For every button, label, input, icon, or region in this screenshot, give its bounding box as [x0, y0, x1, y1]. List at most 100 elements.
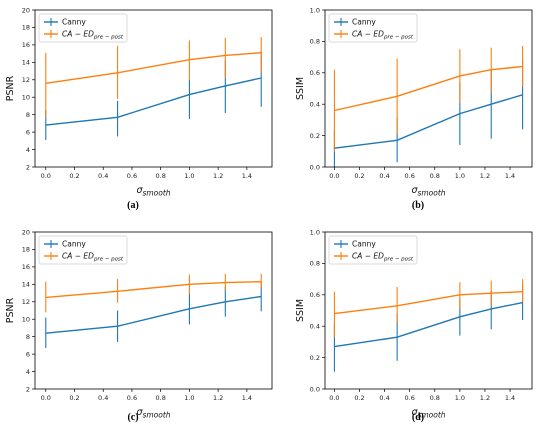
chart-panel-a: 2 4 6 8 10 12 14 16 18 20 0.0 0.2 0.4 0.6 0.8 1.0 1.2 1.4…: [5, 6, 273, 211]
y-tick-label: 8: [26, 111, 30, 119]
legend-box: [38, 235, 128, 265]
y-tick-label: 0.6: [310, 291, 320, 299]
plot-frame: [324, 9, 533, 168]
y-tick-label: 2: [26, 385, 30, 393]
x-tick-label: 0.8: [430, 394, 440, 402]
x-tick-label: 0.8: [156, 394, 166, 402]
legend-label-ca-ed: CA − EDpre − post: [62, 252, 124, 263]
y-tick-label: 14: [22, 59, 30, 67]
x-tick-label: 0.2: [69, 394, 79, 402]
y-tick-label: 0.4: [310, 323, 320, 331]
y-tick-label: 6: [26, 128, 30, 136]
y-tick-label: 4: [26, 368, 30, 376]
x-tick-label: 0.4: [98, 394, 108, 402]
legend-label-canny: Canny: [62, 18, 86, 27]
y-axis-label: SSIM: [295, 299, 306, 322]
legend-label-canny: Canny: [352, 240, 376, 249]
series-line-canny: [334, 301, 523, 348]
y-tick-label: 0.4: [310, 101, 320, 109]
x-tick-label: 0.4: [98, 172, 108, 180]
x-tick-label: 0.6: [127, 172, 137, 180]
y-tick-label: 18: [22, 24, 30, 32]
x-tick-label: 1.4: [505, 172, 515, 180]
x-tick-label: 0.2: [69, 172, 79, 180]
y-tick-label: 4: [26, 146, 30, 154]
x-tick-label: 0.0: [41, 172, 51, 180]
subfigure-caption: (b): [412, 200, 424, 211]
series-line-canny: [334, 94, 523, 149]
x-tick-label: 1.4: [242, 394, 252, 402]
x-tick-label: 0.2: [354, 172, 364, 180]
legend-box: [328, 13, 418, 43]
plot-frame: [34, 231, 273, 390]
subfigure-caption: (a): [127, 200, 139, 211]
series-line-ca-ed: [45, 281, 262, 299]
chart-panel-c: 2 4 6 8 10 12 14 16 18 20 0.0 0.2 0.4 0.6 0.8 1.0 1.2 1.4…: [5, 228, 273, 423]
x-tick-label: 0.8: [430, 172, 440, 180]
x-tick-label: 0.6: [405, 394, 415, 402]
y-tick-label: 0.2: [310, 132, 320, 140]
y-tick-label: 14: [22, 281, 30, 289]
chart-panel-b: 0.0 0.2 0.4 0.6 0.8 1.0 0.0 0.2 0.4 0.6 0.8 1.0 1.2 1…: [295, 6, 533, 211]
y-tick-label: 20: [22, 6, 30, 14]
y-tick-label: 2: [26, 163, 30, 171]
y-tick-label: 10: [22, 316, 30, 324]
legend-box: [38, 13, 128, 43]
x-tick-label: 0.0: [41, 394, 51, 402]
x-tick-label: 1.2: [213, 394, 223, 402]
plot-frame: [324, 231, 533, 390]
y-tick-label: 0.0: [310, 385, 320, 393]
series-line-canny: [45, 295, 262, 334]
y-tick-label: 18: [22, 246, 30, 254]
legend-label-canny: Canny: [62, 240, 86, 249]
series-line-canny: [45, 77, 262, 126]
chart-panel-d: 0.0 0.2 0.4 0.6 0.8 1.0 0.0 0.2 0.4 0.6 0.8 1.0 1.2 1…: [295, 228, 533, 423]
legend-box: [328, 235, 418, 265]
x-tick-label: 1.4: [505, 394, 515, 402]
x-tick-label: 0.6: [127, 394, 137, 402]
y-tick-label: 1.0: [310, 6, 320, 14]
y-tick-label: 12: [22, 298, 30, 306]
x-tick-label: 1.0: [184, 394, 194, 402]
legend-label-ca-ed: CA − EDpre − post: [352, 252, 414, 263]
series-line-ca-ed: [334, 65, 523, 112]
subfigure-caption: (d): [412, 412, 424, 423]
series-line-ca-ed: [334, 291, 523, 315]
x-axis-label: σsmooth: [136, 185, 170, 198]
x-tick-label: 1.2: [213, 172, 223, 180]
y-axis-label: PSNR: [5, 297, 16, 323]
x-tick-label: 0.8: [156, 172, 166, 180]
y-tick-label: 0.0: [310, 163, 320, 171]
x-tick-label: 1.2: [480, 172, 490, 180]
series-line-ca-ed: [45, 52, 262, 84]
y-axis-label: PSNR: [5, 75, 16, 101]
y-tick-label: 0.8: [310, 38, 320, 46]
legend-label-canny: Canny: [352, 18, 376, 27]
y-axis-label: SSIM: [295, 77, 306, 100]
y-tick-label: 0.6: [310, 69, 320, 77]
x-tick-label: 0.6: [405, 172, 415, 180]
legend-label-ca-ed: CA − EDpre − post: [352, 30, 414, 41]
y-tick-label: 12: [22, 76, 30, 84]
y-tick-label: 10: [22, 94, 30, 102]
y-tick-label: 0.8: [310, 260, 320, 268]
x-tick-label: 0.4: [379, 172, 389, 180]
x-axis-label: σsmooth: [411, 407, 445, 420]
x-tick-label: 0.2: [354, 394, 364, 402]
x-axis-label: σsmooth: [411, 185, 445, 198]
x-tick-label: 1.4: [242, 172, 252, 180]
y-tick-label: 16: [22, 263, 30, 271]
y-tick-label: 8: [26, 333, 30, 341]
x-tick-label: 1.2: [480, 394, 490, 402]
x-tick-label: 0.0: [329, 172, 339, 180]
x-tick-label: 0.0: [329, 394, 339, 402]
y-tick-label: 20: [22, 228, 30, 236]
y-tick-label: 0.2: [310, 354, 320, 362]
x-tick-label: 0.4: [379, 394, 389, 402]
x-axis-label: σsmooth: [136, 407, 170, 420]
y-tick-label: 1.0: [310, 228, 320, 236]
x-tick-label: 1.0: [184, 172, 194, 180]
subfigure-caption: (c): [127, 412, 138, 423]
y-tick-label: 16: [22, 41, 30, 49]
